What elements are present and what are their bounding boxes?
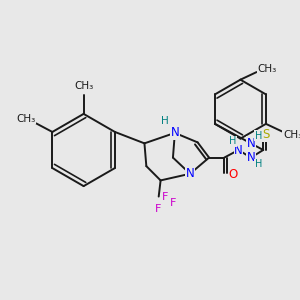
- Text: N: N: [247, 137, 255, 150]
- Text: H: H: [229, 136, 236, 146]
- Text: F: F: [162, 192, 169, 202]
- Text: N: N: [247, 151, 255, 164]
- Text: N: N: [170, 126, 179, 140]
- Text: CH₃: CH₃: [16, 114, 35, 124]
- Text: CH₃: CH₃: [283, 130, 300, 140]
- Text: H: H: [255, 131, 262, 141]
- Text: S: S: [262, 128, 270, 141]
- Text: CH₃: CH₃: [74, 81, 93, 91]
- Text: N: N: [234, 143, 243, 157]
- Text: N: N: [186, 167, 194, 180]
- Text: O: O: [228, 168, 237, 181]
- Text: H: H: [255, 159, 262, 169]
- Text: CH₃: CH₃: [257, 64, 277, 74]
- Text: H: H: [160, 116, 168, 127]
- Text: F: F: [154, 204, 161, 214]
- Text: F: F: [170, 198, 176, 208]
